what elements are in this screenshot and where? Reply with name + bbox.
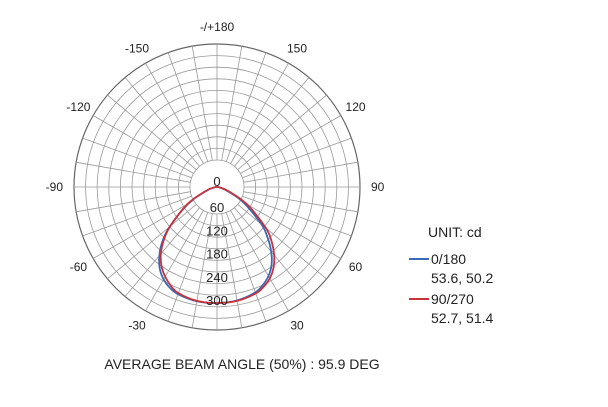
legend-series-name: 90/270 <box>431 291 474 307</box>
grid-spoke <box>242 137 352 179</box>
radial-tick-label: 60 <box>210 200 224 215</box>
grid-spoke <box>240 200 342 259</box>
grid-spoke <box>107 204 197 280</box>
grid-spoke <box>82 195 192 237</box>
grid-spoke <box>145 210 204 312</box>
grid-spoke <box>167 212 209 322</box>
grid-spoke <box>230 62 289 164</box>
grid-spoke <box>82 137 192 179</box>
angle-tick-label: 90 <box>371 180 385 194</box>
grid-spoke <box>191 46 213 161</box>
grid-spoke <box>243 191 358 213</box>
polar-grid <box>73 43 361 331</box>
grid-spoke <box>242 195 352 237</box>
unit-label: UNIT: cd <box>428 224 482 240</box>
radial-tick-label: 180 <box>206 247 228 262</box>
radial-tick-labels: 0 60 120 180 240 300 <box>206 174 228 308</box>
grid-spoke <box>145 62 204 164</box>
grid-spoke <box>92 115 194 174</box>
grid-spoke <box>167 52 209 162</box>
angle-tick-label: 150 <box>287 41 307 55</box>
radial-tick-label: 300 <box>206 293 228 308</box>
angle-tick-label: -/+180 <box>200 20 235 34</box>
angle-tick-label: -90 <box>46 180 64 194</box>
radial-tick-label: 120 <box>206 223 228 238</box>
grid-spoke <box>221 46 243 161</box>
grid-spoke <box>234 77 310 167</box>
series-line-90-270 <box>159 186 276 304</box>
grid-spoke <box>230 210 289 312</box>
grid-spoke <box>221 213 243 328</box>
legend-series-beam: 53.6, 50.2 <box>431 270 493 286</box>
grid-spoke <box>92 200 194 259</box>
legend-series-name: 0/180 <box>431 251 466 267</box>
angle-tick-label: -60 <box>70 260 88 274</box>
average-beam-angle: AVERAGE BEAM ANGLE (50%) : 95.9 DEG <box>104 356 379 372</box>
radial-tick-label: 0 <box>213 174 220 189</box>
grid-spoke <box>124 207 200 297</box>
series-layer <box>158 186 276 304</box>
radial-tick-label: 240 <box>206 270 228 285</box>
angle-tick-label: 120 <box>346 100 366 114</box>
legend-series-beam: 52.7, 51.4 <box>431 310 493 326</box>
grid-spoke <box>237 94 327 170</box>
grid-spoke <box>76 161 191 183</box>
grid-spoke <box>240 115 342 174</box>
grid-spoke <box>191 213 213 328</box>
grid-spoke <box>76 191 191 213</box>
grid-spoke <box>243 161 358 183</box>
angle-tick-label: -150 <box>125 41 149 55</box>
grid-spoke <box>237 204 327 280</box>
angle-tick-label: -30 <box>128 319 146 333</box>
grid-spoke <box>225 52 267 162</box>
grid-spoke <box>225 212 267 322</box>
angle-tick-label: 30 <box>290 319 304 333</box>
angle-tick-label: -120 <box>66 100 90 114</box>
grid-spoke <box>107 94 197 170</box>
grid-spoke <box>124 77 200 167</box>
angle-tick-label: 60 <box>349 260 363 274</box>
angle-tick-labels: -/+180 150 -150 120 -120 90 -90 60 -60 30 -30 <box>46 20 385 333</box>
legend: UNIT: cd 0/180 53.6, 50.2 90/270 52.7, 5… <box>409 224 493 326</box>
